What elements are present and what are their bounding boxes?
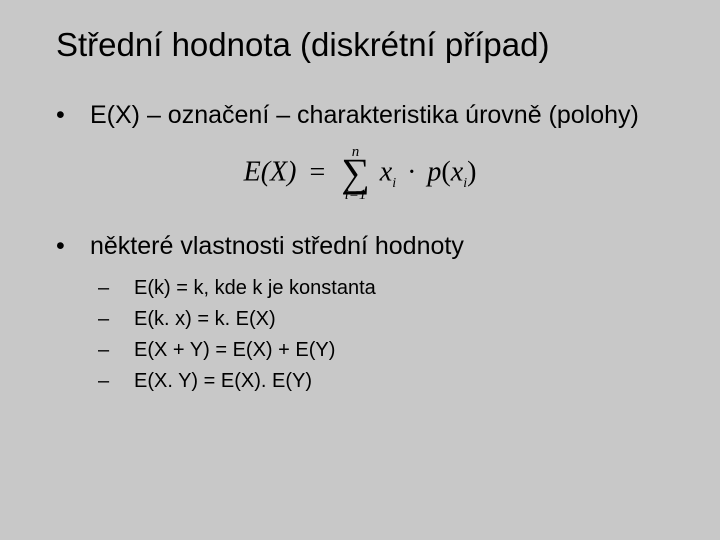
expected-value-formula: E(X) = n ∑ i=1 xi · p(xi) — [244, 145, 477, 203]
sub-bullet-list: E(k) = k, kde k je konstanta E(k. x) = k… — [90, 273, 672, 397]
slide-content: Střední hodnota (diskrétní případ) E(X) … — [0, 0, 720, 441]
slide-title: Střední hodnota (diskrétní případ) — [56, 26, 672, 64]
term-x: x — [380, 157, 392, 188]
bullet-2: některé vlastnosti střední hodnoty E(k) … — [48, 231, 672, 396]
term-p: p — [427, 157, 441, 188]
bullet-2-text: některé vlastnosti střední hodnoty — [90, 232, 464, 260]
term-x-sub: i — [392, 176, 396, 191]
sub-item-4: E(X. Y) = E(X). E(Y) — [90, 366, 672, 397]
bullet-1: E(X) – označení – charakteristika úrovně… — [48, 100, 672, 131]
paren-l: ( — [441, 157, 450, 188]
sigma-icon: ∑ — [341, 156, 370, 190]
formula-lhs: E(X) — [244, 157, 297, 188]
formula-eq: = — [309, 157, 325, 188]
dot-op: · — [407, 157, 416, 188]
sub-item-1: E(k) = k, kde k je konstanta — [90, 273, 672, 304]
sub-item-3: E(X + Y) = E(X) + E(Y) — [90, 335, 672, 366]
term-px: x — [451, 157, 463, 188]
summation-block: n ∑ i=1 — [341, 145, 370, 203]
main-bullet-list: E(X) – označení – charakteristika úrovně… — [48, 100, 672, 131]
bullet-1-text: E(X) – označení – charakteristika úrovně… — [90, 101, 639, 129]
sum-lower: i=1 — [341, 188, 370, 203]
paren-r: ) — [467, 157, 476, 188]
formula-container: E(X) = n ∑ i=1 xi · p(xi) — [48, 145, 672, 203]
sub-item-2: E(k. x) = k. E(X) — [90, 304, 672, 335]
main-bullet-list-2: některé vlastnosti střední hodnoty E(k) … — [48, 231, 672, 396]
